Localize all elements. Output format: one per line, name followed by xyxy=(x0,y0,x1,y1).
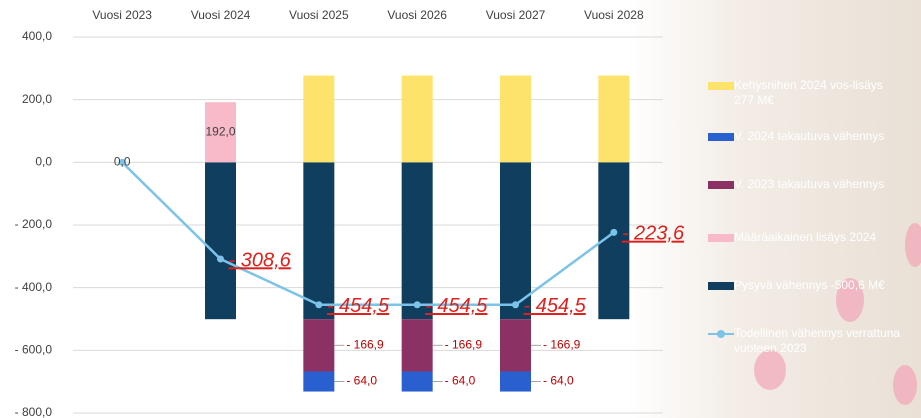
legend-swatch xyxy=(708,234,734,242)
legend-swatch xyxy=(708,181,734,189)
line-point xyxy=(315,301,322,308)
bar xyxy=(500,76,531,163)
legend-swatch xyxy=(708,333,734,335)
y-tick-label: - 400,0 xyxy=(15,280,53,294)
y-tick-label: - 200,0 xyxy=(15,217,53,231)
y-tick-label: 400,0 xyxy=(22,29,52,43)
legend-item: V. 2024 takautuva vähennys xyxy=(708,129,904,144)
y-tick-label: - 800,0 xyxy=(15,405,53,418)
line-point xyxy=(414,301,421,308)
legend-label: V. 2023 takautuva vähennys xyxy=(734,177,904,192)
line-point xyxy=(512,301,519,308)
x-tick-label: Vuosi 2025 xyxy=(289,8,349,22)
bar xyxy=(205,162,236,319)
legend-label: V. 2024 takautuva vähennys xyxy=(734,129,904,144)
bar xyxy=(500,319,531,371)
decoration xyxy=(905,223,921,267)
legend-marker xyxy=(717,330,725,338)
chart-page: 400,0 200,0 0,0 - 200,0 - 400,0 - 600,0 - 800,… xyxy=(0,0,921,418)
legend-item: Pysyvä vähennys -500,6 M€ xyxy=(708,278,904,293)
legend-label: Pysyvä vähennys -500,6 M€ xyxy=(734,278,904,293)
decoration xyxy=(893,365,917,405)
data-label: - 64,0 xyxy=(445,374,476,388)
x-tick-label: Vuosi 2026 xyxy=(387,8,447,22)
bar xyxy=(303,371,334,391)
y-tick-label: 200,0 xyxy=(22,92,52,106)
line-point xyxy=(610,229,617,236)
bar xyxy=(303,76,334,163)
legend-label: Määräaikainen lisäys 2024 xyxy=(734,230,904,245)
data-label: - 454,5 xyxy=(327,295,390,317)
data-label: - 64,0 xyxy=(346,374,377,388)
data-label: - 454,5 xyxy=(425,295,488,317)
legend-label: Todellinen vähennys verrattuna vuoteen 2… xyxy=(734,326,904,356)
y-tick-label: - 600,0 xyxy=(15,343,53,357)
legend-item: Todellinen vähennys verrattuna vuoteen 2… xyxy=(708,326,904,356)
data-label: 192,0 xyxy=(205,124,235,138)
data-label: - 454,5 xyxy=(524,295,587,317)
legend-item: V. 2023 takautuva vähennys xyxy=(708,177,904,192)
x-tick-label: Vuosi 2028 xyxy=(584,8,644,22)
data-label: - 166,9 xyxy=(543,338,581,352)
x-tick-label: Vuosi 2023 xyxy=(92,8,152,22)
data-label: 0,0 xyxy=(114,155,131,169)
bar xyxy=(402,76,433,163)
legend-item: Määräaikainen lisäys 2024 xyxy=(708,230,904,245)
y-tick-label: 0,0 xyxy=(35,155,52,169)
line-point xyxy=(217,256,224,263)
legend-swatch xyxy=(708,282,734,290)
bar xyxy=(598,76,629,163)
bar xyxy=(402,319,433,371)
data-label: - 308,6 xyxy=(229,249,292,271)
x-tick-label: Vuosi 2024 xyxy=(191,8,251,22)
data-label: - 64,0 xyxy=(543,374,574,388)
legend-label: Kehysriihen 2024 vos-lisäys 277 M€ xyxy=(734,78,904,108)
bar xyxy=(500,371,531,391)
x-tick-label: Vuosi 2027 xyxy=(486,8,546,22)
decoration xyxy=(754,350,786,390)
data-label: - 166,9 xyxy=(346,338,384,352)
legend-swatch xyxy=(708,82,734,90)
line xyxy=(122,162,614,304)
bar xyxy=(303,319,334,371)
bar xyxy=(402,371,433,391)
legend-item: Kehysriihen 2024 vos-lisäys 277 M€ xyxy=(708,78,904,108)
legend-swatch xyxy=(708,133,734,141)
data-label: - 166,9 xyxy=(445,338,483,352)
data-label: - 223,6 xyxy=(622,223,685,245)
